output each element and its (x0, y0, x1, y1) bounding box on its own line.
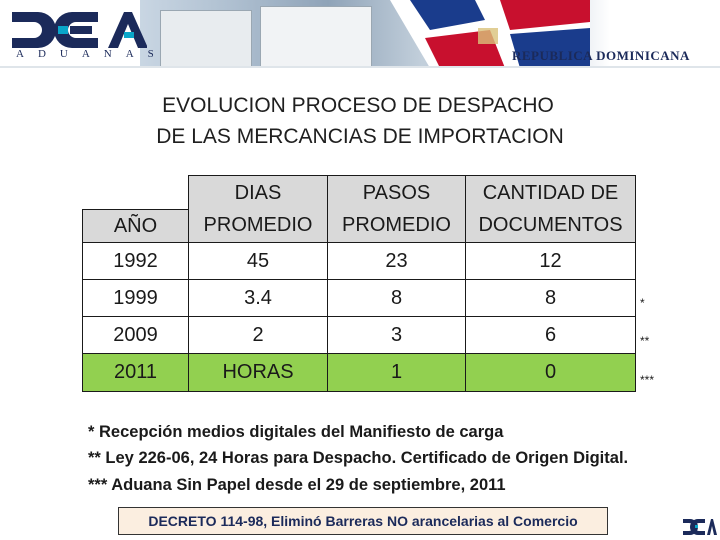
row-1999-dias: 3.4 (188, 279, 328, 317)
slide-title-line-1: EVOLUCION PROCESO DE DESPACHO (162, 94, 554, 117)
country-label: REPUBLICA DOMINICANA (512, 48, 690, 63)
row-1992-pasos: 23 (327, 242, 466, 280)
header-dias-promedio: DIAS PROMEDIO (188, 175, 328, 243)
header-pasos-line2: PROMEDIO (342, 214, 451, 236)
dga-small-logo-icon (683, 519, 717, 535)
header-pasos-line1: PASOS (362, 182, 431, 204)
dominican-flag-image (390, 0, 590, 68)
row-2011-dias: HORAS (188, 353, 328, 392)
decree-text: DECRETO 114-98, Eliminó Barreras NO aran… (148, 513, 578, 529)
row-2011-footnote-marker: *** (640, 373, 655, 387)
dga-logo-icon (12, 12, 147, 48)
header-docs-line1: CANTIDAD DE (482, 182, 619, 204)
row-1992-dias: 45 (188, 242, 328, 280)
row-1999-year: 1999 (82, 279, 189, 317)
banner-divider (0, 66, 720, 68)
header-year-label: AÑO (113, 215, 158, 237)
row-2009-footnote-marker: ** (640, 334, 650, 348)
footnote-3: *** Aduana Sin Papel desde el 29 de sept… (88, 476, 506, 494)
decree-banner: DECRETO 114-98, Eliminó Barreras NO aran… (118, 507, 608, 535)
clearance-process-table: AÑO DIAS PROMEDIO PASOS PROMEDIO CANTIDA… (82, 175, 636, 397)
aduanas-wordmark: ADUANAS (16, 48, 168, 60)
header-dias-line1: DIAS (234, 182, 282, 204)
footnote-2: ** Ley 226-06, 24 Horas para Despacho. C… (88, 449, 629, 467)
row-2009-docs: 6 (465, 316, 636, 354)
row-2011-year: 2011 (82, 353, 189, 392)
row-1999-docs: 8 (465, 279, 636, 317)
header-pasos-promedio: PASOS PROMEDIO (327, 175, 466, 243)
row-2009-year: 2009 (82, 316, 189, 354)
row-1992-year: 1992 (82, 242, 189, 280)
row-2011-docs: 0 (465, 353, 636, 392)
header-banner: ADUANAS REPUBLICA DOMINICANA (0, 0, 720, 72)
row-2009-dias: 2 (188, 316, 328, 354)
row-1992-docs: 12 (465, 242, 636, 280)
header-dias-line2: PROMEDIO (203, 214, 313, 236)
row-1999-pasos: 8 (327, 279, 466, 317)
row-2011-pasos: 1 (327, 353, 466, 392)
footnote-1: * Recepción medios digitales del Manifie… (88, 423, 504, 441)
header-year: AÑO (82, 209, 189, 243)
slide-title-line-2: DE LAS MERCANCIAS DE IMPORTACION (156, 125, 564, 148)
row-2009-pasos: 3 (327, 316, 466, 354)
header-docs-line2: DOCUMENTOS (478, 214, 623, 236)
row-1999-footnote-marker: * (640, 296, 645, 310)
header-cantidad-documentos: CANTIDAD DE DOCUMENTOS (465, 175, 636, 243)
